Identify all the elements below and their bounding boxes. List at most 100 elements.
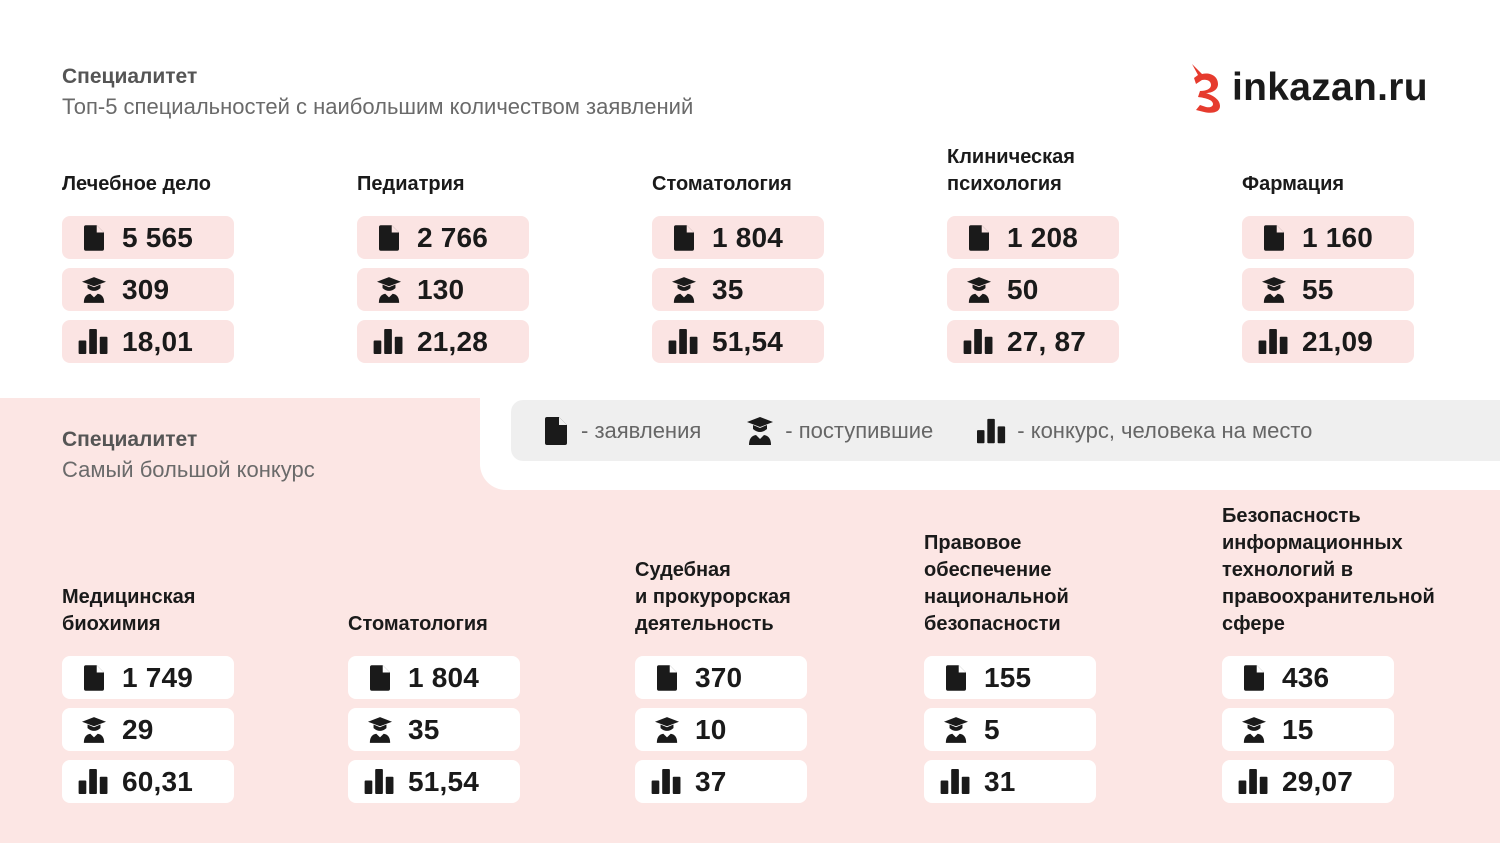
competition-value: 51,54 bbox=[712, 325, 784, 357]
applications-value: 155 bbox=[984, 661, 1032, 693]
applications-stat: 1 160 bbox=[1242, 216, 1414, 259]
specialty-name: Правовое обеспечение национальной безопа… bbox=[924, 532, 1069, 635]
enrolled-value: 35 bbox=[712, 273, 744, 305]
applications-stat: 1 749 bbox=[62, 656, 234, 699]
specialty-name: Судебная и прокурорская деятельность bbox=[635, 559, 791, 635]
enrolled-value: 130 bbox=[417, 273, 465, 305]
document-icon bbox=[362, 663, 398, 693]
document-icon bbox=[961, 223, 997, 253]
applications-value: 1 804 bbox=[712, 221, 784, 253]
competition-value: 31 bbox=[984, 765, 1016, 797]
graduate-icon bbox=[362, 715, 398, 745]
brand-logo: inkazan.ru bbox=[1186, 60, 1428, 116]
competition-value: 37 bbox=[695, 765, 727, 797]
specialty-name: Педиатрия bbox=[357, 173, 465, 195]
top-section-kicker: Специалитет bbox=[62, 65, 198, 88]
enrolled-value: 35 bbox=[408, 713, 440, 745]
applications-stat: 1 804 bbox=[348, 656, 520, 699]
competition-stat: 60,31 bbox=[62, 760, 234, 803]
enrolled-stat: 35 bbox=[652, 268, 824, 311]
bottom-section-kicker: Специалитет bbox=[62, 428, 198, 451]
applications-value: 1 160 bbox=[1302, 221, 1374, 253]
legend-competition-label: - конкурс, человека на место bbox=[1017, 417, 1313, 443]
competition-stat: 51,54 bbox=[652, 320, 824, 363]
enrolled-stat: 35 bbox=[348, 708, 520, 751]
competition-value: 21,28 bbox=[417, 325, 489, 357]
graduate-icon bbox=[938, 715, 974, 745]
document-icon bbox=[76, 663, 112, 693]
document-icon bbox=[371, 223, 407, 253]
bar-chart-icon bbox=[362, 767, 398, 797]
specialty-name: Стоматология bbox=[348, 613, 488, 635]
bar-chart-icon bbox=[1236, 767, 1272, 797]
enrolled-stat: 50 bbox=[947, 268, 1119, 311]
enrolled-stat: 5 bbox=[924, 708, 1096, 751]
enrolled-stat: 10 bbox=[635, 708, 807, 751]
applications-value: 2 766 bbox=[417, 221, 489, 253]
top-specialty-card: Лечебное дело 5 565 309 18,01 bbox=[62, 173, 237, 372]
graduate-icon bbox=[371, 275, 407, 305]
competition-stat: 27, 87 bbox=[947, 320, 1119, 363]
applications-value: 1 208 bbox=[1007, 221, 1079, 253]
bar-chart-icon bbox=[371, 327, 407, 357]
bottom-specialty-card: Стоматология 1 804 35 51,54 bbox=[348, 613, 523, 812]
enrolled-value: 50 bbox=[1007, 273, 1039, 305]
top-section-header: Специалитет Топ-5 специальностей с наибо… bbox=[62, 62, 693, 122]
competition-stat: 21,28 bbox=[357, 320, 529, 363]
legend-competition: - конкурс, человека на место bbox=[977, 416, 1312, 446]
enrolled-stat: 15 bbox=[1222, 708, 1394, 751]
specialty-name: Медицинская биохимия bbox=[62, 586, 196, 635]
applications-value: 1 749 bbox=[122, 661, 194, 693]
bottom-specialty-card: Безопасность информационных технологий в… bbox=[1222, 505, 1435, 812]
bar-chart-icon bbox=[938, 767, 974, 797]
applications-stat: 1 804 bbox=[652, 216, 824, 259]
graduate-icon bbox=[1236, 715, 1272, 745]
competition-stat: 29,07 bbox=[1222, 760, 1394, 803]
document-icon bbox=[666, 223, 702, 253]
applications-value: 5 565 bbox=[122, 221, 194, 253]
bar-chart-icon bbox=[1256, 327, 1292, 357]
document-icon bbox=[541, 416, 571, 446]
dragon-logo-icon bbox=[1192, 64, 1220, 113]
graduate-icon bbox=[1256, 275, 1292, 305]
legend-enrolled-label: - поступившие bbox=[785, 417, 934, 443]
enrolled-stat: 29 bbox=[62, 708, 234, 751]
bar-chart-icon bbox=[961, 327, 997, 357]
applications-value: 1 804 bbox=[408, 661, 480, 693]
enrolled-value: 5 bbox=[984, 713, 1000, 745]
legend-applications-label: - заявления bbox=[581, 417, 702, 443]
document-icon bbox=[938, 663, 974, 693]
applications-value: 436 bbox=[1282, 661, 1330, 693]
competition-value: 27, 87 bbox=[1007, 325, 1087, 357]
competition-stat: 31 bbox=[924, 760, 1096, 803]
graduate-icon bbox=[745, 416, 775, 446]
graduate-icon bbox=[76, 715, 112, 745]
specialty-name: Безопасность информационных технологий в… bbox=[1222, 505, 1435, 635]
applications-value: 370 bbox=[695, 661, 743, 693]
competition-value: 21,09 bbox=[1302, 325, 1374, 357]
bottom-section-header: Специалитет Самый большой конкурс bbox=[62, 425, 315, 485]
competition-stat: 21,09 bbox=[1242, 320, 1414, 363]
document-icon bbox=[649, 663, 685, 693]
bar-chart-icon bbox=[666, 327, 702, 357]
applications-stat: 5 565 bbox=[62, 216, 234, 259]
bottom-section-subtitle: Самый большой конкурс bbox=[62, 457, 315, 482]
graduate-icon bbox=[649, 715, 685, 745]
competition-value: 18,01 bbox=[122, 325, 194, 357]
legend-enrolled: - поступившие bbox=[745, 416, 933, 446]
specialty-name: Стоматология bbox=[652, 173, 792, 195]
competition-value: 60,31 bbox=[122, 765, 194, 797]
specialty-name: Лечебное дело bbox=[62, 173, 211, 195]
top-specialty-card: Фармация 1 160 55 21,09 bbox=[1242, 173, 1417, 372]
bottom-specialty-card: Судебная и прокурорская деятельность 370 1… bbox=[635, 559, 810, 812]
top-section-subtitle: Топ-5 специальностей с наибольшим количе… bbox=[62, 94, 694, 119]
bar-chart-icon bbox=[649, 767, 685, 797]
graduate-icon bbox=[666, 275, 702, 305]
enrolled-stat: 130 bbox=[357, 268, 529, 311]
enrolled-stat: 309 bbox=[62, 268, 234, 311]
enrolled-value: 29 bbox=[122, 713, 154, 745]
document-icon bbox=[1236, 663, 1272, 693]
brand-name: inkazan.ru bbox=[1232, 66, 1428, 109]
applications-stat: 436 bbox=[1222, 656, 1394, 699]
graduate-icon bbox=[76, 275, 112, 305]
